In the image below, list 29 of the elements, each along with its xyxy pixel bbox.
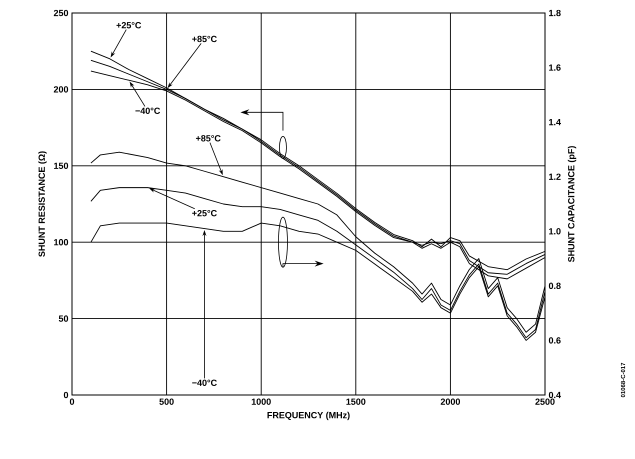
text: +85°C <box>192 36 217 42</box>
x-tick-label: 1000 <box>252 398 271 405</box>
series-label: −40°C <box>135 108 160 114</box>
y-tick-label: 150 <box>54 162 68 169</box>
y2-axis-title: SHUNT CAPACITANCE (pF) <box>568 146 576 262</box>
text: +25°C <box>116 22 142 28</box>
y-axis-title: SHUNT RESISTANCE (Ω) <box>38 151 47 257</box>
y2-tick-label: 1.4 <box>549 119 561 126</box>
y2-tick-label: 1.6 <box>549 64 561 71</box>
y2-tick-label: 0.6 <box>548 337 561 344</box>
y-tick-label: 100 <box>54 239 68 246</box>
y2-tick-label: 1.0 <box>549 228 561 234</box>
text: +85°C <box>196 135 221 142</box>
x-tick-label: 2000 <box>440 398 460 405</box>
x-tick-label: 500 <box>159 398 174 405</box>
x-axis-title: FREQUENCY (MHz) <box>268 412 350 420</box>
y2-tick-label: 0.4 <box>548 392 561 398</box>
text: −40°C <box>192 380 217 386</box>
y-tick-label: 0 <box>64 392 68 398</box>
y-tick-label: 50 <box>58 315 68 322</box>
y-tick-label: 250 <box>54 10 68 16</box>
x-tick-label: 0 <box>70 398 74 405</box>
series-label: +25°C <box>192 210 217 216</box>
x-tick-label: 2500 <box>535 398 555 405</box>
x-tick-label: 1500 <box>346 398 366 405</box>
y2-tick-label: 1.2 <box>549 174 561 180</box>
y2-tick-label: 1.8 <box>549 10 561 16</box>
y2-tick-label: 0.8 <box>548 282 561 290</box>
y-tick-label: 200 <box>54 86 68 93</box>
